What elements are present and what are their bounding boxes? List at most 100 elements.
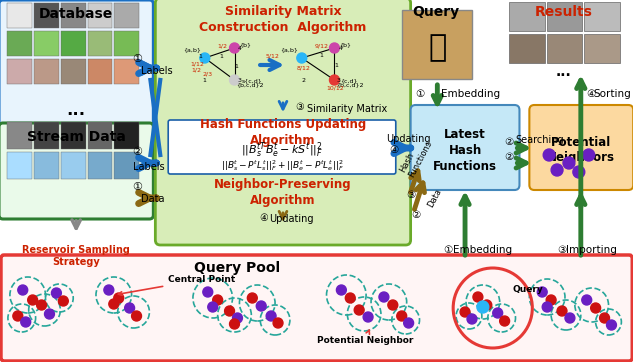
Text: 2: 2 xyxy=(302,78,306,83)
Text: Labels: Labels xyxy=(141,66,172,76)
Text: {a,b}: {a,b} xyxy=(183,47,201,52)
Text: Similarity Matrix: Similarity Matrix xyxy=(307,104,387,114)
Circle shape xyxy=(203,287,212,297)
Text: Neighbor-Preserving
Algorithm: Neighbor-Preserving Algorithm xyxy=(214,178,352,207)
Circle shape xyxy=(397,311,406,321)
FancyBboxPatch shape xyxy=(584,34,620,63)
Text: 8/12: 8/12 xyxy=(297,66,310,71)
Circle shape xyxy=(557,306,567,316)
Circle shape xyxy=(551,164,563,176)
Circle shape xyxy=(467,314,477,324)
Text: 1: 1 xyxy=(335,63,339,68)
Text: Data: Data xyxy=(426,187,443,209)
Text: ①: ① xyxy=(415,89,425,99)
FancyBboxPatch shape xyxy=(88,122,112,148)
Circle shape xyxy=(379,292,389,302)
Circle shape xyxy=(230,319,239,329)
Circle shape xyxy=(13,311,23,321)
Circle shape xyxy=(583,149,595,161)
Text: Sorting: Sorting xyxy=(594,89,632,99)
Circle shape xyxy=(337,285,346,295)
FancyBboxPatch shape xyxy=(547,34,582,63)
Circle shape xyxy=(573,166,585,178)
Text: Hash
Functions: Hash Functions xyxy=(398,134,434,179)
Text: $||B_s^t - P^tL_s^t||_F^2+||B_e^t - P^tL_e^t||_F^2$: $||B_s^t - P^tL_s^t||_F^2+||B_e^t - P^tL… xyxy=(221,158,344,173)
Circle shape xyxy=(565,313,575,323)
Text: Reservoir Sampling
Strategy: Reservoir Sampling Strategy xyxy=(22,245,130,268)
Circle shape xyxy=(582,295,592,305)
FancyBboxPatch shape xyxy=(8,152,32,178)
Text: ②: ② xyxy=(504,137,514,147)
Circle shape xyxy=(607,320,616,330)
Circle shape xyxy=(28,295,38,305)
Circle shape xyxy=(297,53,307,63)
Text: Embedding: Embedding xyxy=(453,245,512,255)
FancyBboxPatch shape xyxy=(88,30,112,55)
Text: 4: 4 xyxy=(339,46,342,51)
Circle shape xyxy=(200,53,210,63)
Circle shape xyxy=(500,316,509,326)
Circle shape xyxy=(477,301,489,313)
Circle shape xyxy=(346,293,355,303)
Text: 1/2: 1/2 xyxy=(191,68,201,73)
Text: 🐶: 🐶 xyxy=(428,34,447,63)
Text: Data: Data xyxy=(141,194,164,204)
Circle shape xyxy=(256,301,266,311)
Text: ③: ③ xyxy=(557,245,566,255)
FancyBboxPatch shape xyxy=(1,255,632,361)
Text: ④: ④ xyxy=(587,89,596,99)
Text: 10/12: 10/12 xyxy=(326,86,344,91)
Circle shape xyxy=(330,43,339,53)
FancyBboxPatch shape xyxy=(168,120,396,174)
Text: ...: ... xyxy=(67,101,86,119)
Circle shape xyxy=(363,312,373,322)
FancyBboxPatch shape xyxy=(61,122,86,148)
FancyBboxPatch shape xyxy=(34,122,59,148)
Circle shape xyxy=(232,313,243,323)
Text: Potential Neighbor: Potential Neighbor xyxy=(317,330,413,345)
Circle shape xyxy=(18,285,28,295)
Circle shape xyxy=(591,303,600,313)
Circle shape xyxy=(493,308,502,318)
Circle shape xyxy=(114,293,124,303)
FancyBboxPatch shape xyxy=(411,105,520,190)
Text: Results: Results xyxy=(535,5,593,19)
Text: 5/12: 5/12 xyxy=(265,54,279,59)
Text: ③: ③ xyxy=(406,190,416,200)
Text: 3: 3 xyxy=(337,78,340,83)
Text: 1/12: 1/12 xyxy=(190,61,204,66)
Circle shape xyxy=(404,318,413,328)
FancyBboxPatch shape xyxy=(34,30,59,55)
Circle shape xyxy=(354,305,364,315)
Circle shape xyxy=(563,157,575,169)
Text: {a,b}: {a,b} xyxy=(280,47,298,52)
Text: 1: 1 xyxy=(220,54,223,59)
FancyBboxPatch shape xyxy=(547,1,582,30)
FancyBboxPatch shape xyxy=(8,59,32,84)
Circle shape xyxy=(248,293,257,303)
Text: ③: ③ xyxy=(295,102,303,112)
Text: 1: 1 xyxy=(198,54,202,59)
Text: Hash Functions Updating
Algorithm: Hash Functions Updating Algorithm xyxy=(200,118,366,147)
Text: Updating: Updating xyxy=(386,134,430,144)
FancyBboxPatch shape xyxy=(115,122,139,148)
Circle shape xyxy=(537,287,547,297)
Text: Updating: Updating xyxy=(269,214,314,224)
Circle shape xyxy=(266,311,276,321)
FancyBboxPatch shape xyxy=(115,59,139,84)
Text: Embedding: Embedding xyxy=(442,89,500,99)
Text: {b,c,d}2: {b,c,d}2 xyxy=(337,82,364,87)
Circle shape xyxy=(125,303,134,313)
Text: Query: Query xyxy=(513,285,543,294)
Text: ②: ② xyxy=(412,210,421,220)
Text: ②: ② xyxy=(132,147,143,157)
Circle shape xyxy=(460,307,470,317)
Text: Similarity Matrix
Construction  Algorithm: Similarity Matrix Construction Algorithm xyxy=(199,5,367,34)
FancyBboxPatch shape xyxy=(115,3,139,28)
FancyBboxPatch shape xyxy=(34,59,59,84)
Circle shape xyxy=(230,75,239,85)
Text: 1: 1 xyxy=(234,64,238,69)
FancyBboxPatch shape xyxy=(8,30,32,55)
Circle shape xyxy=(58,296,68,306)
FancyBboxPatch shape xyxy=(509,34,545,63)
